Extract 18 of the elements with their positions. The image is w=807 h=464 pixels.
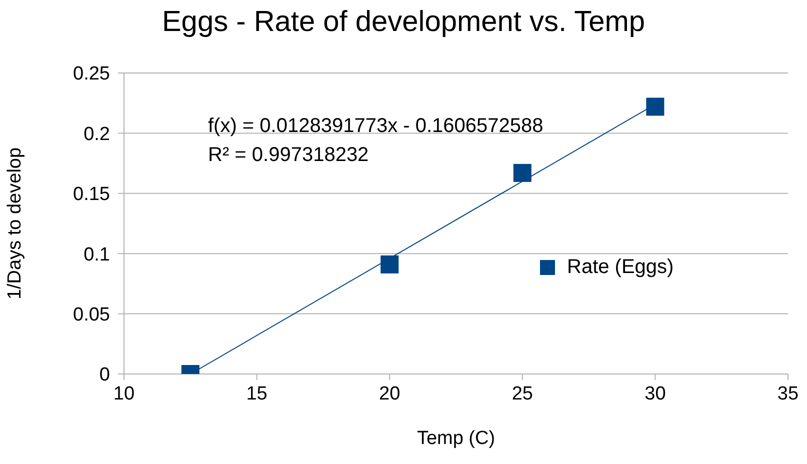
y-tick-label: 0.25 (73, 64, 110, 85)
y-tick-label: 0 (99, 364, 110, 386)
legend-label: Rate (Eggs) (567, 256, 674, 279)
y-tick-label: 0.2 (84, 124, 110, 145)
annotation: R² = 0.997318232 (208, 144, 369, 167)
x-tick-label: 35 (777, 383, 799, 404)
y-axis-title: 1/Days to develop (4, 147, 26, 300)
y-tick-label: 0.15 (73, 184, 110, 206)
y-tick-label: 0.05 (73, 304, 110, 326)
x-tick-label: 25 (512, 383, 533, 404)
x-tick-label: 20 (379, 383, 400, 404)
x-tick-label: 15 (246, 383, 268, 404)
annotation: f(x) = 0.0128391773x - 0.1606572588 (208, 115, 544, 138)
x-tick-label: 30 (644, 383, 666, 404)
x-axis-title: Temp (C) (416, 428, 496, 449)
y-tick-label: 0.1 (84, 244, 110, 266)
chart-title: Eggs - Rate of development vs. Temp (160, 6, 646, 39)
x-tick-label: 10 (113, 383, 135, 404)
